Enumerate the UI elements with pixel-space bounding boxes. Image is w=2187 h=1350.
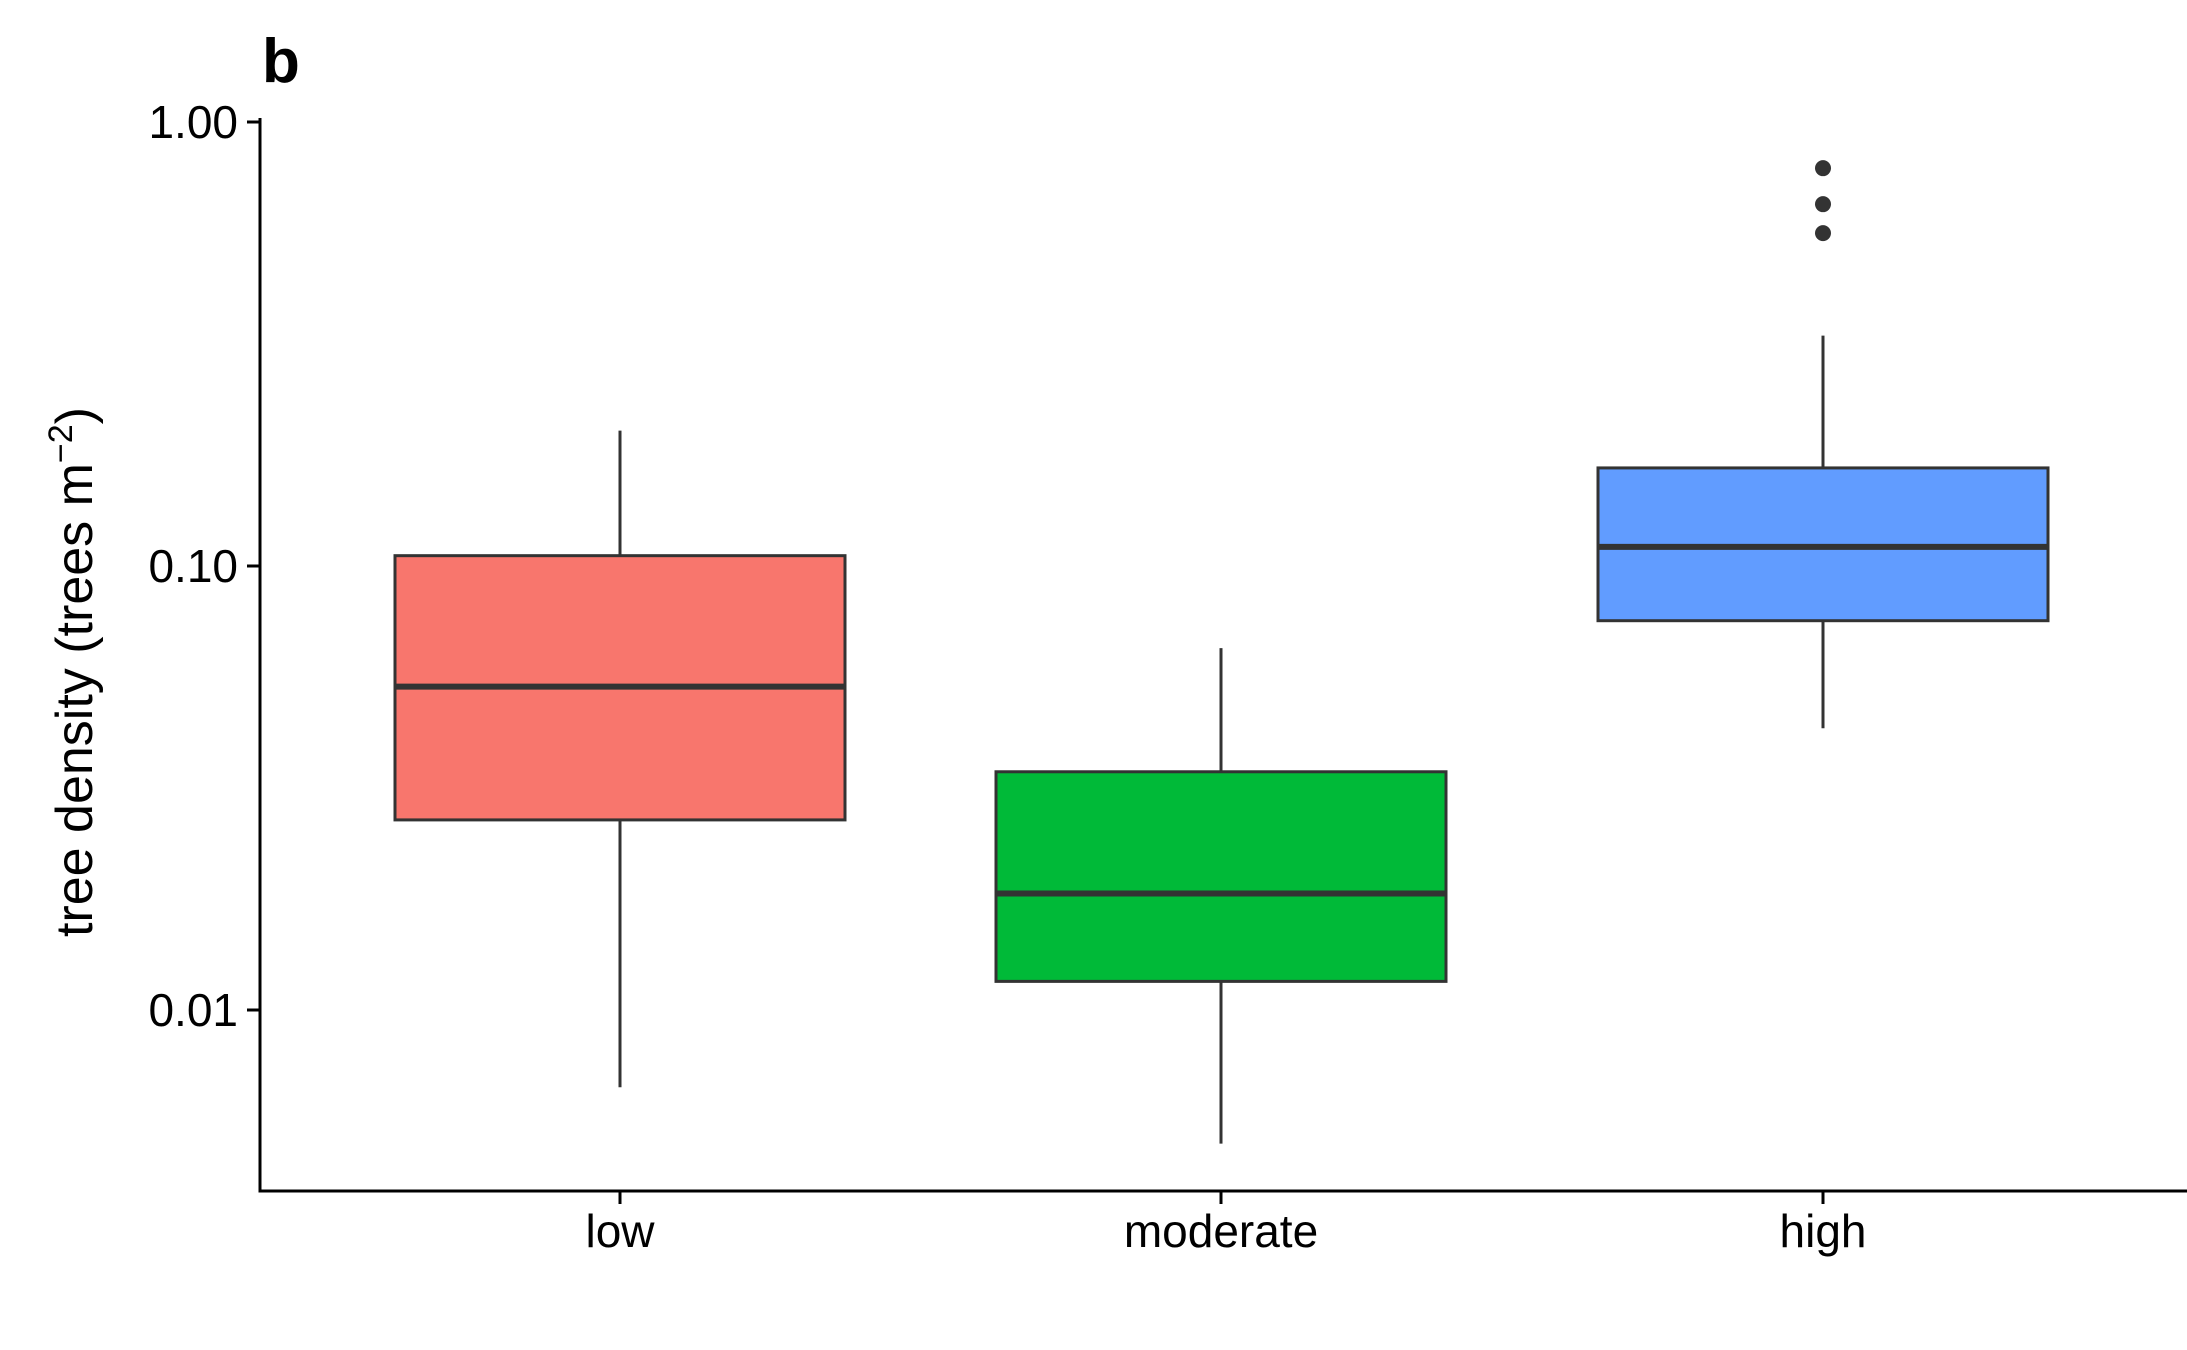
outlier-point-high — [1815, 225, 1831, 242]
box-moderate — [994, 648, 1448, 1144]
box-low — [393, 430, 847, 1088]
outlier-point-high — [1815, 196, 1831, 213]
y-axis-title-close: ) — [46, 407, 104, 424]
y-tick-label: 0.10 — [148, 540, 238, 592]
y-tick-label: 0.01 — [148, 984, 238, 1036]
boxes-layer — [393, 160, 2050, 1144]
axes-layer: 1.00 0.10 0.01 low moderate high — [148, 96, 2187, 1257]
y-tick-label: 1.00 — [148, 96, 238, 148]
box-body-moderate — [994, 770, 1448, 983]
x-tick-label-high: high — [1780, 1205, 1867, 1257]
y-axis-title-superscript: −2 — [42, 424, 80, 463]
x-tick-label-low: low — [585, 1205, 655, 1257]
y-axis-title-text: tree density (trees m — [46, 463, 104, 937]
x-tick-label-moderate: moderate — [1124, 1205, 1318, 1257]
panel-label: b — [262, 27, 300, 96]
y-axis-title: tree density (trees m−2) — [42, 407, 104, 937]
outlier-point-high — [1815, 160, 1831, 177]
box-high — [1596, 160, 2050, 729]
